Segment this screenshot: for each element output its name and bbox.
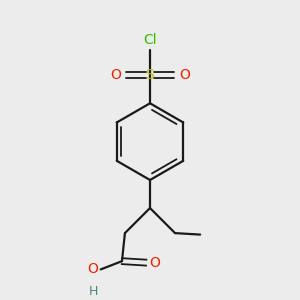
Text: O: O [179, 68, 190, 82]
Text: Cl: Cl [143, 33, 157, 46]
Text: O: O [150, 256, 160, 270]
Text: O: O [110, 68, 121, 82]
Text: O: O [87, 262, 98, 276]
Text: S: S [146, 68, 154, 82]
Text: H: H [89, 285, 98, 298]
